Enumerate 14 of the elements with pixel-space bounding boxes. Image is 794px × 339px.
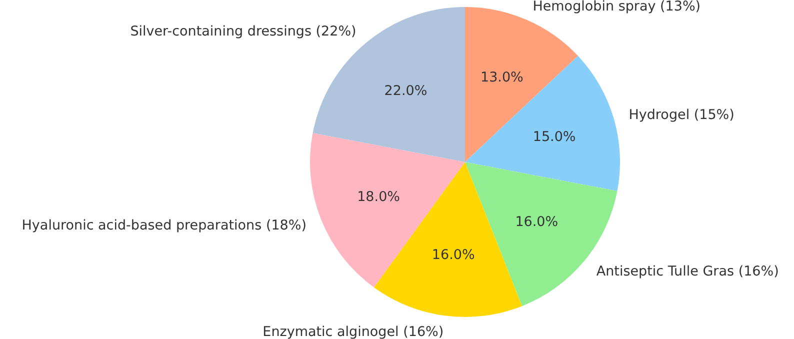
slice-label: Antiseptic Tulle Gras (16%) (596, 263, 779, 280)
data-label: 22.0% (384, 83, 428, 100)
data-label: 15.0% (532, 128, 576, 145)
data-label: 16.0% (432, 246, 475, 263)
data-label: 16.0% (515, 214, 558, 230)
pie-slice (465, 56, 620, 192)
slice-label: Silver-containing dressings (22%) (130, 23, 356, 40)
data-label: 18.0% (357, 188, 400, 205)
slice-label: Hyaluronic acid-based preparations (18%) (22, 217, 306, 234)
slice-label: Hydrogel (15%) (628, 107, 734, 124)
pie-slice (312, 7, 465, 162)
slice-label: Enzymatic alginogel (16%) (262, 324, 444, 339)
data-label: 13.0% (480, 69, 524, 86)
slice-label: Hemoglobin spray (13%) (532, 0, 701, 14)
